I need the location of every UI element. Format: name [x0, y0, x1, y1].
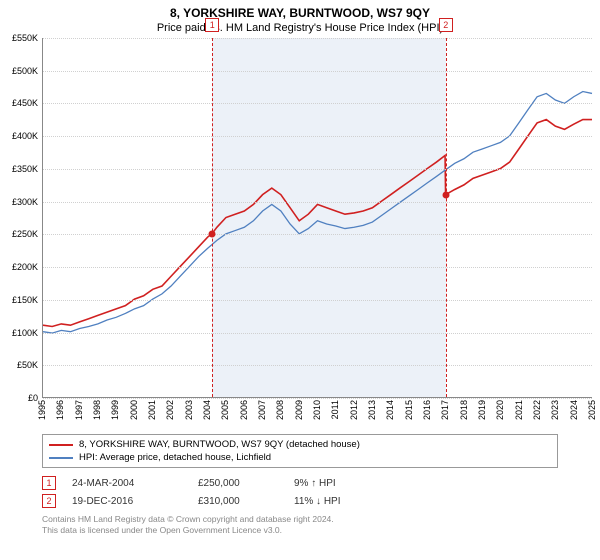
sale-marker-dot — [442, 192, 449, 199]
y-axis: £0£50K£100K£150K£200K£250K£300K£350K£400… — [0, 38, 40, 398]
sale-row-date: 19-DEC-2016 — [72, 496, 182, 507]
x-tick-label: 1998 — [92, 400, 102, 420]
chart-title: 8, YORKSHIRE WAY, BURNTWOOD, WS7 9QY — [0, 0, 600, 20]
sale-row-delta: 11% ↓ HPI — [294, 496, 384, 507]
x-tick-label: 1995 — [37, 400, 47, 420]
y-tick-label: £300K — [12, 197, 38, 207]
gridline — [43, 136, 592, 137]
sale-row-delta: 9% ↑ HPI — [294, 478, 384, 489]
sale-row-marker: 1 — [42, 476, 56, 490]
legend-label: 8, YORKSHIRE WAY, BURNTWOOD, WS7 9QY (de… — [79, 439, 360, 450]
gridline — [43, 300, 592, 301]
legend-label: HPI: Average price, detached house, Lich… — [79, 452, 271, 463]
x-tick-label: 2008 — [275, 400, 285, 420]
x-tick-label: 2007 — [257, 400, 267, 420]
x-tick-label: 2024 — [569, 400, 579, 420]
series-property — [43, 120, 592, 327]
sale-row-price: £310,000 — [198, 496, 278, 507]
sale-row-marker: 2 — [42, 494, 56, 508]
x-tick-label: 2003 — [184, 400, 194, 420]
x-tick-label: 2005 — [220, 400, 230, 420]
x-tick-label: 2016 — [422, 400, 432, 420]
x-tick-label: 2017 — [440, 400, 450, 420]
sale-marker-line — [212, 38, 213, 397]
sales-table: 1 24-MAR-2004 £250,000 9% ↑ HPI 2 19-DEC-2016… — [42, 474, 558, 510]
y-tick-label: £150K — [12, 295, 38, 305]
x-axis: 1995199619971998199920002001200220032004… — [42, 398, 592, 430]
gridline — [43, 71, 592, 72]
sale-row: 1 24-MAR-2004 £250,000 9% ↑ HPI — [42, 474, 558, 492]
x-tick-label: 1997 — [74, 400, 84, 420]
x-tick-label: 2022 — [532, 400, 542, 420]
x-tick-label: 1999 — [110, 400, 120, 420]
chart-area: £0£50K£100K£150K£200K£250K£300K£350K£400… — [42, 38, 592, 398]
x-tick-label: 2020 — [495, 400, 505, 420]
x-tick-label: 2000 — [129, 400, 139, 420]
line-series — [43, 38, 592, 397]
legend-item: HPI: Average price, detached house, Lich… — [49, 451, 551, 464]
gridline — [43, 365, 592, 366]
x-tick-label: 2021 — [514, 400, 524, 420]
sale-marker-box: 1 — [205, 18, 219, 32]
legend-swatch — [49, 444, 73, 446]
x-tick-label: 2025 — [587, 400, 597, 420]
y-tick-label: £100K — [12, 328, 38, 338]
x-tick-label: 2018 — [459, 400, 469, 420]
gridline — [43, 267, 592, 268]
x-tick-label: 2006 — [239, 400, 249, 420]
series-hpi — [43, 92, 592, 334]
legend: 8, YORKSHIRE WAY, BURNTWOOD, WS7 9QY (de… — [42, 434, 558, 468]
sale-row: 2 19-DEC-2016 £310,000 11% ↓ HPI — [42, 492, 558, 510]
sale-row-price: £250,000 — [198, 478, 278, 489]
gridline — [43, 169, 592, 170]
gridline — [43, 103, 592, 104]
footer-line-1: Contains HM Land Registry data © Crown c… — [42, 514, 558, 525]
x-tick-label: 2002 — [165, 400, 175, 420]
footer-attribution: Contains HM Land Registry data © Crown c… — [42, 514, 558, 536]
gridline — [43, 38, 592, 39]
x-tick-label: 2010 — [312, 400, 322, 420]
x-tick-label: 2023 — [550, 400, 560, 420]
gridline — [43, 234, 592, 235]
y-tick-label: £400K — [12, 131, 38, 141]
legend-item: 8, YORKSHIRE WAY, BURNTWOOD, WS7 9QY (de… — [49, 438, 551, 451]
x-tick-label: 2014 — [385, 400, 395, 420]
plot-area: 12 — [42, 38, 592, 398]
x-tick-label: 2009 — [294, 400, 304, 420]
footer-line-2: This data is licensed under the Open Gov… — [42, 525, 558, 536]
gridline — [43, 202, 592, 203]
y-tick-label: £550K — [12, 33, 38, 43]
sale-marker-dot — [209, 231, 216, 238]
sale-marker-line — [446, 38, 447, 397]
x-tick-label: 2012 — [349, 400, 359, 420]
gridline — [43, 333, 592, 334]
y-tick-label: £50K — [17, 360, 38, 370]
y-tick-label: £250K — [12, 229, 38, 239]
y-tick-label: £450K — [12, 98, 38, 108]
x-tick-label: 2001 — [147, 400, 157, 420]
y-tick-label: £200K — [12, 262, 38, 272]
x-tick-label: 1996 — [55, 400, 65, 420]
x-tick-label: 2019 — [477, 400, 487, 420]
y-tick-label: £350K — [12, 164, 38, 174]
x-tick-label: 2015 — [404, 400, 414, 420]
chart-subtitle: Price paid vs. HM Land Registry's House … — [0, 20, 600, 38]
sale-marker-box: 2 — [439, 18, 453, 32]
y-tick-label: £500K — [12, 66, 38, 76]
sale-row-date: 24-MAR-2004 — [72, 478, 182, 489]
x-tick-label: 2013 — [367, 400, 377, 420]
x-tick-label: 2011 — [330, 400, 340, 419]
legend-swatch — [49, 457, 73, 459]
x-tick-label: 2004 — [202, 400, 212, 420]
